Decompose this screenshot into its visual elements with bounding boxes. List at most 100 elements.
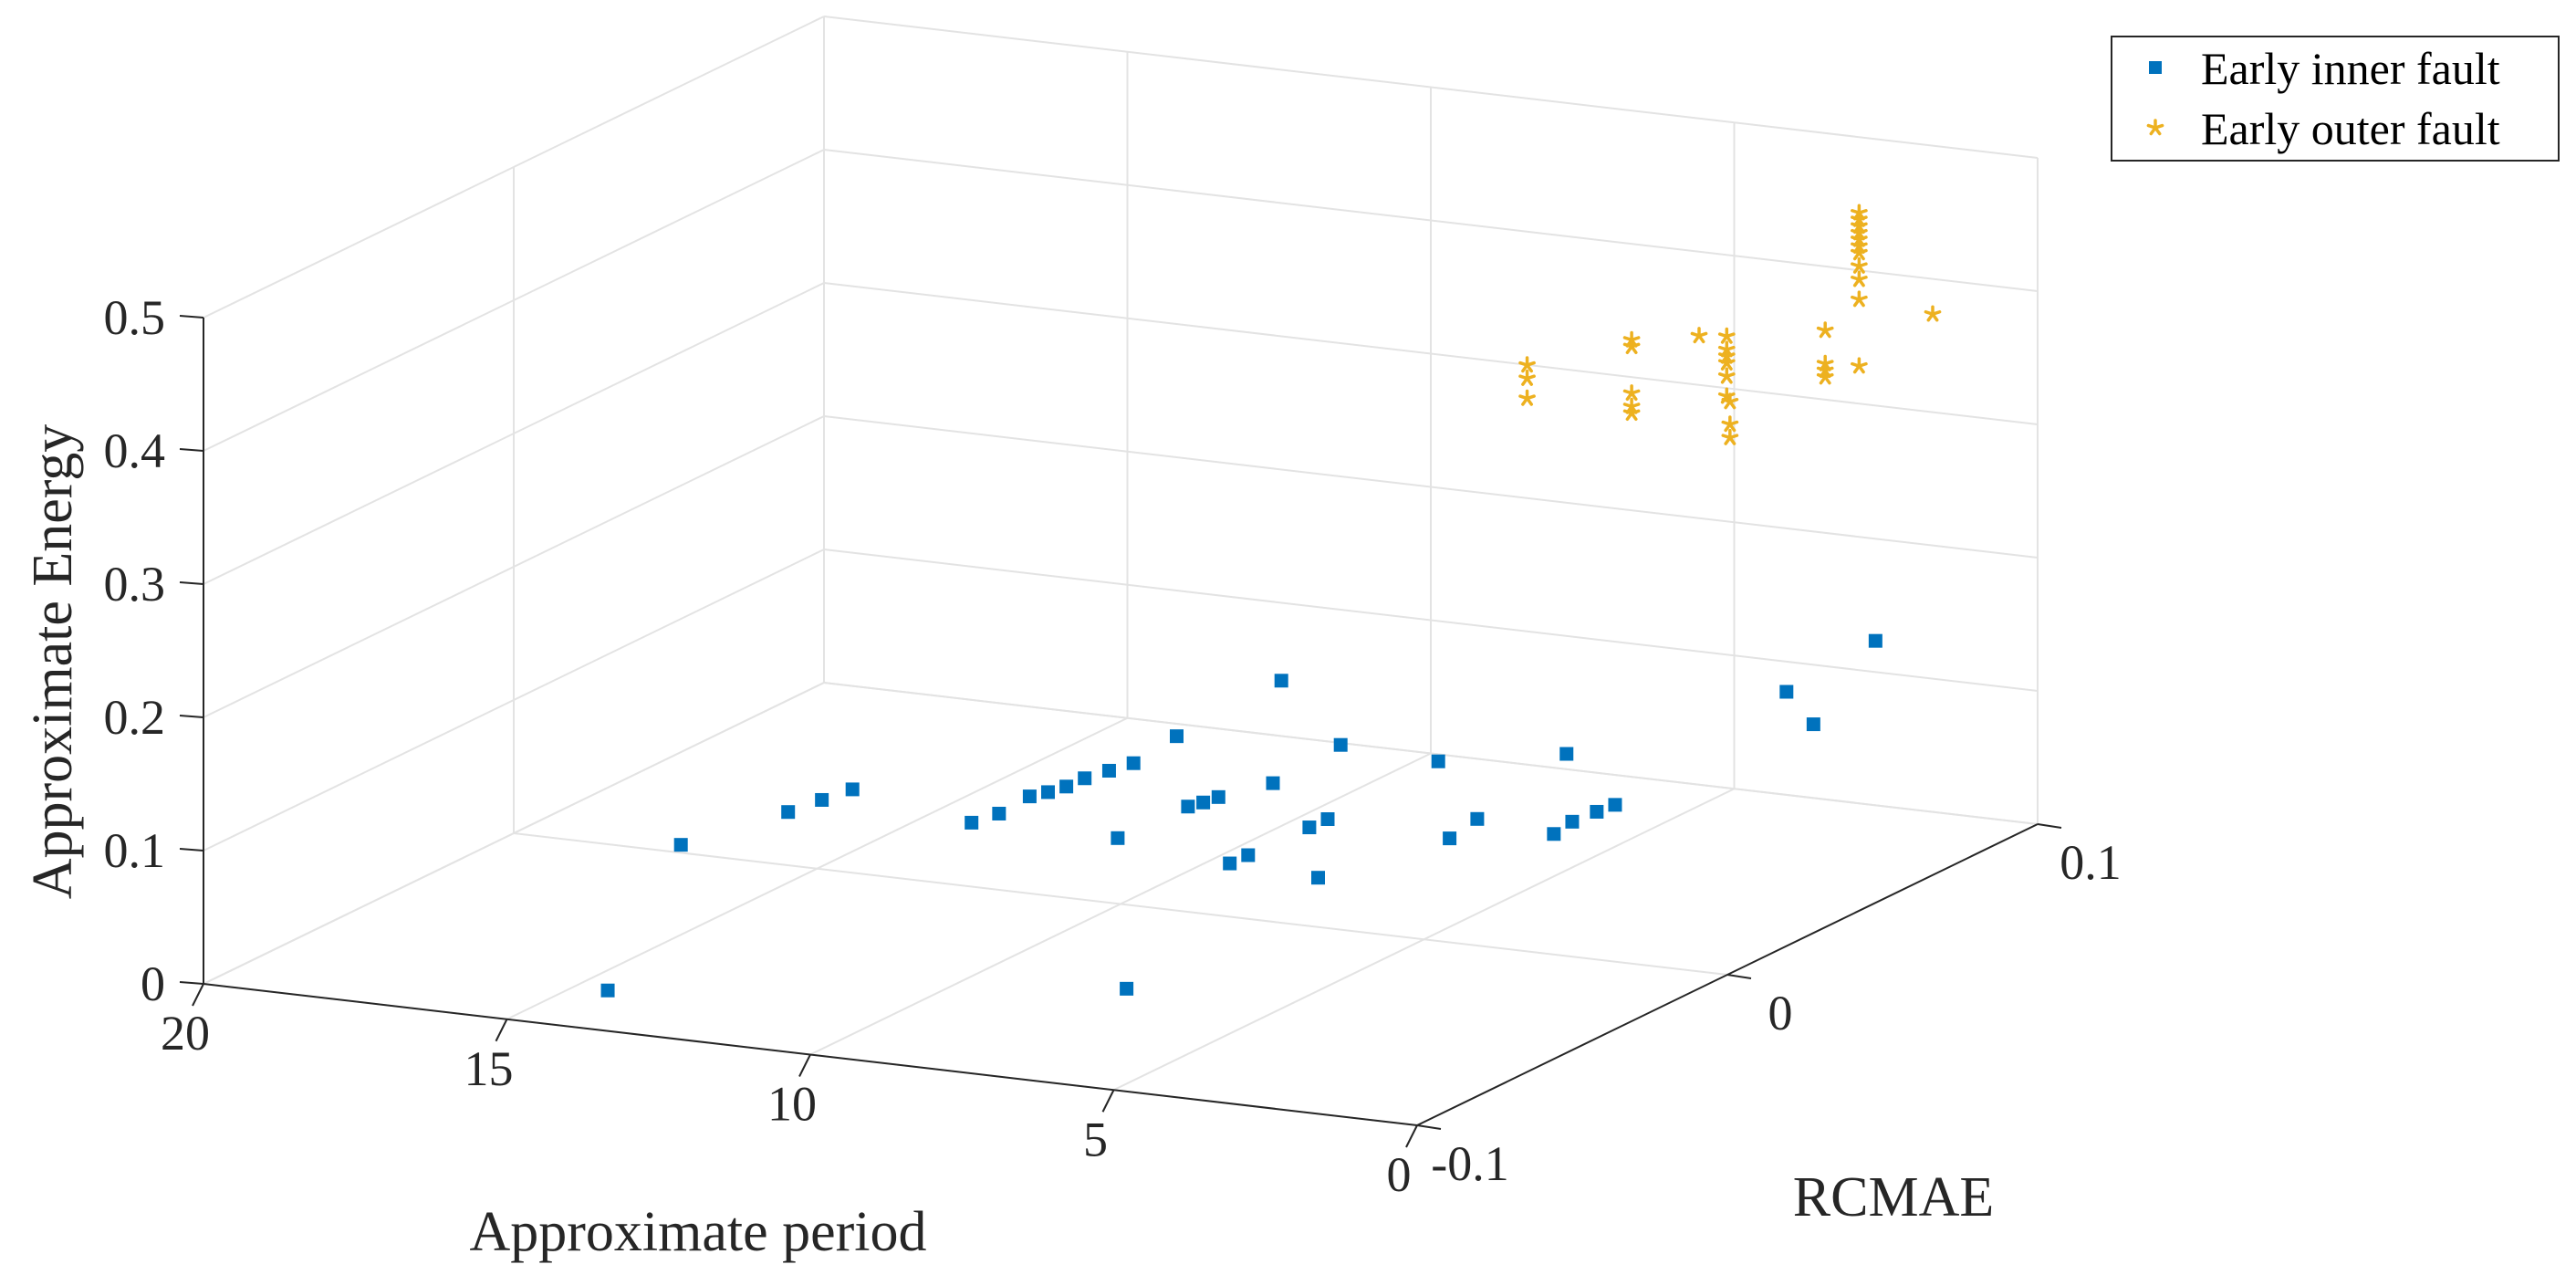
x-tick-mark [798,1054,811,1077]
inner-fault-point [1779,685,1794,699]
x-tick-mark [1405,1124,1418,1148]
y-tick-label: -0.1 [1431,1136,1508,1191]
z-tick-mark [179,848,204,852]
z-tick-mark [179,448,204,452]
inner-fault-point [1590,804,1604,819]
outer-fault-point [1851,270,1868,287]
back-wall-grid-line-z [823,549,2039,692]
z-tick-label: 0.3 [104,557,166,611]
inner-fault-point [673,838,688,852]
outer-fault-point [1851,256,1868,274]
inner-fault-point [781,805,796,820]
y-tick-mark [2037,823,2062,829]
z-tick-label: 0 [141,956,165,1011]
inner-fault-point [600,983,615,998]
inner-fault-point [1302,820,1317,835]
inner-fault-point [965,815,979,830]
x-tick-mark [192,983,204,1007]
inner-fault-point [1311,871,1325,885]
legend-box [2111,36,2560,162]
outer-fault-point [1717,367,1736,384]
outer-fault-point [1717,353,1736,371]
floor-grid-line-y [513,832,1728,976]
z-tick-label: 0.1 [104,823,166,878]
axes [179,315,2062,1148]
outer-fault-point [1518,369,1536,386]
inner-fault-point [1101,763,1116,778]
x-tick-label: 15 [464,1041,514,1096]
back-wall-grid-line-z [823,282,2039,425]
inner-fault-point [1181,799,1195,814]
back-wall-grid-line-z [823,415,2039,559]
inner-fault-point [1868,633,1882,648]
x-tick-label: 0 [1387,1147,1412,1202]
outer-fault-point [1622,404,1641,421]
y-tick-label: 0 [1768,986,1793,1040]
inner-fault-point [1443,831,1457,846]
outer-fault-point [1518,389,1536,406]
z-axis-title: Approximate Energy [22,424,84,900]
inner-fault-point [1333,737,1348,752]
inner-fault-point [1806,717,1820,732]
outer-fault-point [1851,244,1868,261]
outer-fault-point [1518,356,1536,373]
back-wall-grid-line-z [823,149,2039,292]
outer-fault-point [1816,321,1834,339]
inner-fault-point [1170,729,1184,744]
inner-fault-point [1126,756,1141,770]
data-points [600,204,1942,998]
z-tick-mark [179,981,204,985]
inner-fault-point [1196,795,1211,810]
x-tick-label: 20 [161,1006,210,1061]
inner-fault-point [845,782,860,797]
inner-fault-point [1266,776,1280,790]
side-wall-grid-line-z [203,549,825,852]
x-axis-title: Approximate period [469,1201,926,1263]
z-tick-mark [179,715,204,718]
outer-fault-point [1717,327,1736,344]
inner-fault-point [1547,827,1561,841]
outer-fault-point [1721,392,1739,410]
inner-fault-point [1608,798,1622,812]
inner-fault-point [1223,856,1237,871]
inner-fault-point [1041,785,1055,799]
inner-fault-point [1320,812,1335,826]
y-tick-mark [1726,974,1752,979]
inner-fault-point [815,792,829,807]
side-wall-grid-line-z [203,682,825,985]
z-tick-label: 0.2 [104,690,166,745]
inner-fault-point [1111,831,1125,845]
inner-fault-point [1078,771,1092,786]
inner-fault-point [1059,779,1074,794]
legend: Early inner fault Early outer fault [2111,36,2560,162]
outer-fault-point [1622,384,1641,402]
x-tick-mark [495,1019,508,1042]
inner-fault-point [1211,789,1225,804]
x-tick-label: 10 [767,1077,817,1132]
back-wall-grid-line-z [823,682,2039,825]
inner-fault-point [1274,674,1288,688]
legend-label-inner: Early inner fault [2201,43,2500,94]
outer-fault-point [1851,290,1868,308]
inner-fault-point [1241,848,1256,862]
legend-markers [2146,61,2164,136]
y-tick-mark [1416,1124,1442,1130]
back-wall-grid-line-z [823,16,2039,159]
y-tick-label: 0.1 [2060,835,2122,890]
side-wall-grid-line-z [203,149,825,452]
outer-fault-point [1924,305,1942,322]
z-tick-label: 0.4 [104,423,166,478]
legend-marker-outer [2146,119,2164,136]
inner-fault-point [1565,814,1580,829]
inner-fault-point [992,806,1006,820]
z-tick-label: 0.5 [104,290,166,345]
inner-fault-point [1470,811,1485,826]
side-wall-grid-line-z [203,282,825,585]
outer-fault-point [1816,368,1834,385]
outer-fault-point [1690,327,1708,344]
y-axis-title: RCMAE [1793,1166,1994,1228]
side-wall-grid-line-z [203,415,825,718]
outer-fault-point [1622,338,1641,354]
tick-labels: 0 5 10 15 20 -0.1 0 0.1 0 0.1 0.2 0.3 0.4 0.5 [104,290,2122,1202]
